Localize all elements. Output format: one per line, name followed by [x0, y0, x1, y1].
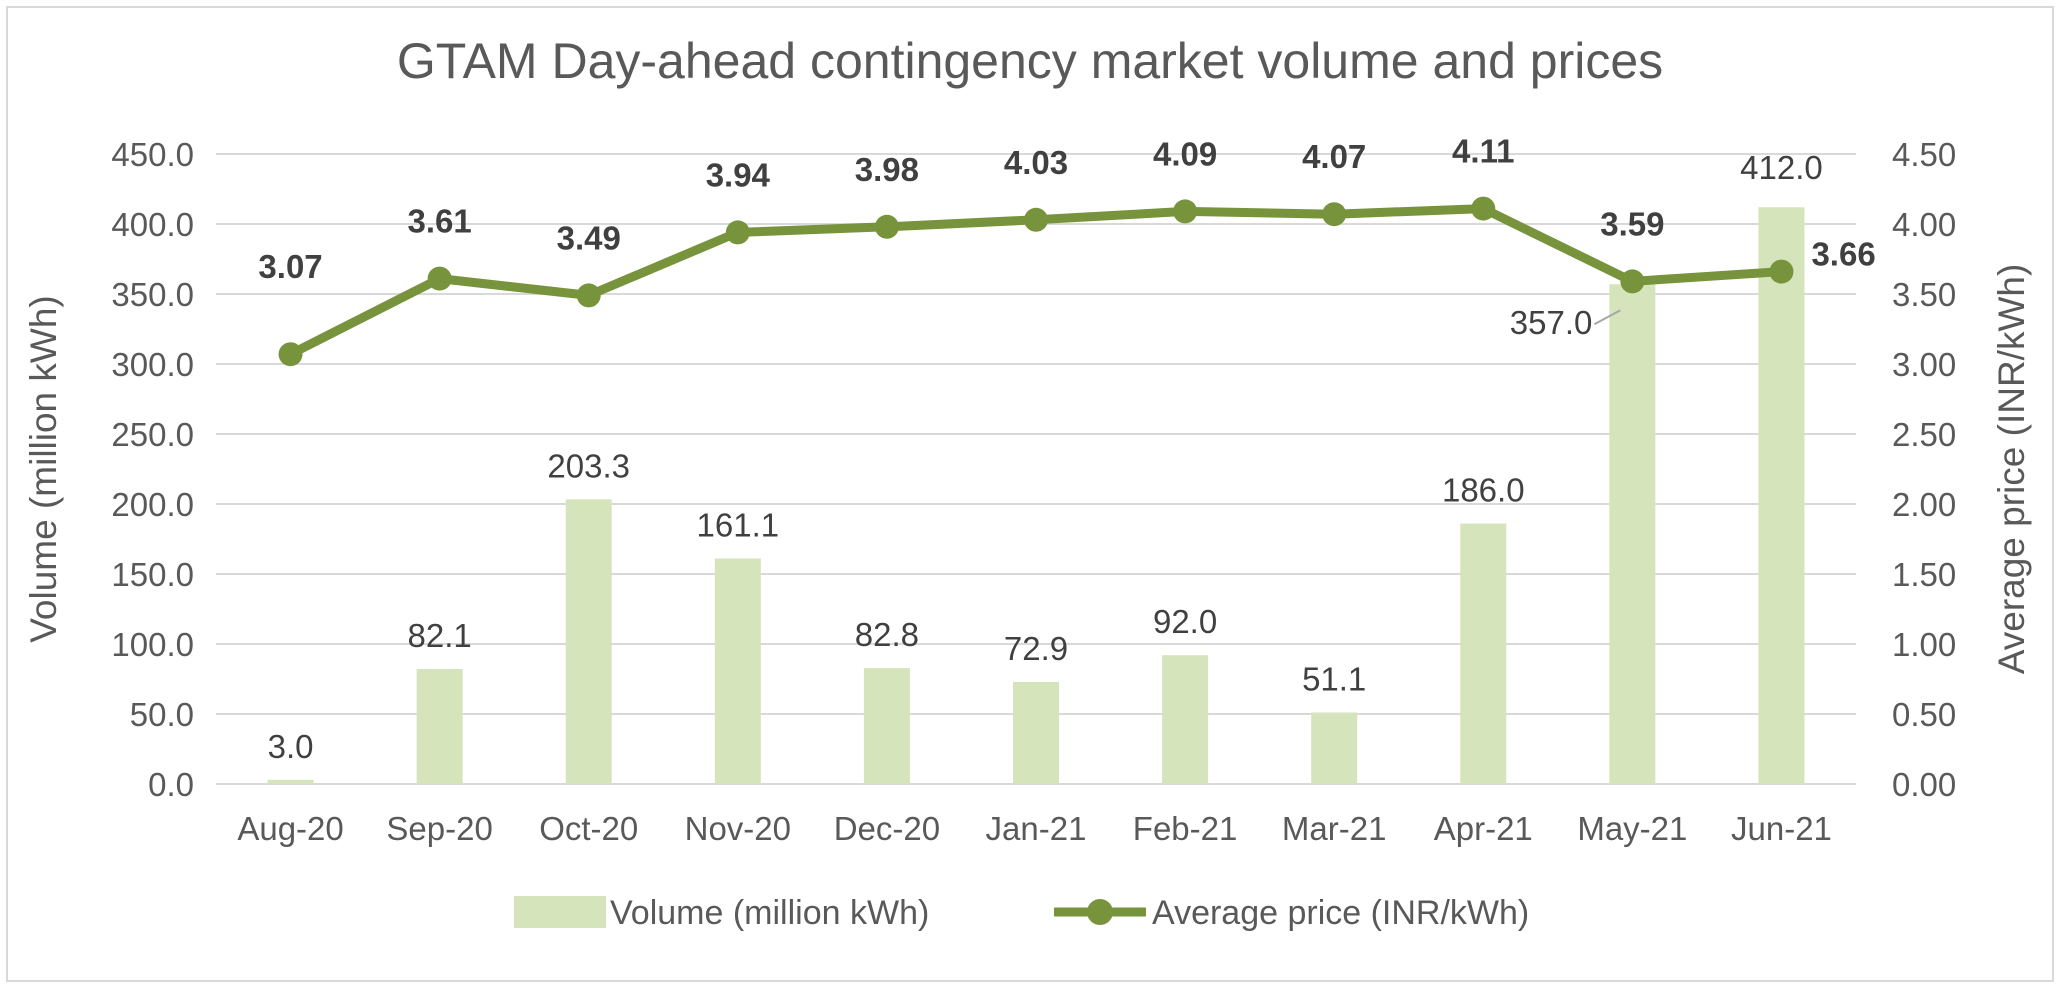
bar: [1609, 284, 1656, 784]
y-tick-left: 400.0: [111, 206, 194, 243]
bar-data-label: 72.9: [1004, 630, 1068, 667]
price-marker: [427, 266, 452, 291]
volume-bars: [267, 207, 1805, 784]
bar: [416, 669, 463, 784]
price-marker: [1024, 207, 1048, 232]
x-tick-label: Jun-21: [1731, 810, 1832, 847]
y-tick-right: 2.50: [1892, 416, 1956, 453]
x-tick-label: Apr-21: [1434, 810, 1533, 847]
price-marker: [1322, 202, 1347, 227]
bar: [267, 779, 314, 784]
price-marker: [1769, 259, 1794, 284]
price-data-label: 4.09: [1153, 135, 1217, 172]
x-tick-label: Jan-21: [986, 810, 1087, 847]
x-tick-label: Oct-20: [539, 810, 638, 847]
x-tick-label: Mar-21: [1282, 810, 1387, 847]
x-tick-label: Aug-20: [237, 810, 343, 847]
y-tick-right: 0.00: [1892, 766, 1956, 803]
x-tick-label: Feb-21: [1133, 810, 1238, 847]
price-marker: [1173, 199, 1198, 224]
price-data-label: 4.03: [1004, 144, 1068, 181]
bar-data-label: 412.0: [1740, 149, 1823, 186]
price-data-label: 3.61: [408, 203, 472, 240]
x-tick-label: May-21: [1577, 810, 1687, 847]
price-data-label: 3.07: [258, 248, 322, 285]
bar: [565, 499, 612, 784]
legend-label-price: Average price (INR/kWh): [1152, 894, 1529, 932]
bar-data-label: 203.3: [547, 447, 630, 484]
bar-data-label: 357.0: [1510, 304, 1593, 341]
y-axis-label-right: Average price (INR/kWh): [1991, 264, 2032, 675]
bar-data-label: 51.1: [1302, 660, 1366, 697]
y-tick-right: 1.50: [1892, 556, 1956, 593]
y-tick-right: 1.00: [1892, 626, 1956, 663]
leader-line: [1593, 309, 1621, 326]
legend-label-volume: Volume (million kWh): [610, 894, 929, 932]
chart-frame: GTAM Day-ahead contingency market volume…: [6, 6, 2054, 982]
price-marker: [1620, 269, 1645, 294]
bar-data-label: 161.1: [697, 506, 780, 543]
bar: [1162, 655, 1209, 784]
y-tick-right: 0.50: [1892, 696, 1956, 733]
price-marker: [278, 342, 303, 367]
y-tick-right: 3.50: [1892, 276, 1956, 313]
price-marker: [725, 220, 750, 245]
legend-marker-price: [1087, 899, 1113, 925]
bar: [863, 668, 910, 784]
y-axis-label-left: Volume (million kWh): [23, 295, 64, 642]
y-tick-right: 2.00: [1892, 486, 1956, 523]
y-tick-left: 150.0: [111, 556, 194, 593]
bar: [1758, 207, 1805, 784]
x-tick-label: Sep-20: [386, 810, 492, 847]
price-marker: [1471, 196, 1496, 221]
bar: [1311, 712, 1358, 784]
y-tick-right: 3.00: [1892, 346, 1956, 383]
bar-data-label: 3.0: [268, 728, 314, 765]
legend: Volume (million kWh) Average price (INR/…: [514, 894, 1529, 932]
y-tick-left: 300.0: [111, 346, 194, 383]
legend-swatch-volume: [514, 896, 606, 928]
chart-title: GTAM Day-ahead contingency market volume…: [397, 33, 1663, 89]
y-tick-left: 0.0: [148, 766, 194, 803]
data-labels: 3.0 82.1 203.3 161.1 82.8 72.9 92.0 51.1 186.0 35…: [258, 133, 1875, 765]
price-data-label: 3.49: [557, 219, 621, 256]
price-data-label: 3.66: [1811, 236, 1875, 273]
bar-data-label: 82.8: [855, 616, 919, 653]
price-data-label: 4.07: [1302, 138, 1366, 175]
y-tick-left: 100.0: [111, 626, 194, 663]
price-marker: [874, 214, 899, 239]
y-tick-right: 4.50: [1892, 136, 1956, 173]
axes: 0.0 50.0 100.0 150.0 200.0 250.0 300.0 350.0 400…: [111, 136, 1956, 847]
price-data-label: 3.59: [1600, 205, 1664, 242]
x-tick-label: Dec-20: [834, 810, 940, 847]
bar-data-label: 92.0: [1153, 603, 1217, 640]
price-line: [278, 196, 1794, 367]
chart: GTAM Day-ahead contingency market volume…: [23, 33, 2032, 932]
y-tick-left: 50.0: [130, 696, 194, 733]
price-data-label: 4.11: [1452, 133, 1514, 170]
y-tick-right: 4.00: [1892, 206, 1956, 243]
bar: [714, 558, 761, 784]
price-data-label: 3.98: [855, 151, 919, 188]
price-marker: [576, 283, 601, 308]
y-tick-left: 200.0: [111, 486, 194, 523]
y-tick-left: 250.0: [111, 416, 194, 453]
x-tick-label: Nov-20: [685, 810, 791, 847]
y-tick-left: 350.0: [111, 276, 194, 313]
price-data-label: 3.94: [706, 156, 771, 193]
y-tick-left: 450.0: [111, 136, 194, 173]
bar: [1013, 681, 1059, 784]
bar-data-label: 186.0: [1442, 472, 1525, 509]
bar-data-label: 82.1: [408, 617, 472, 654]
bar: [1460, 523, 1507, 784]
